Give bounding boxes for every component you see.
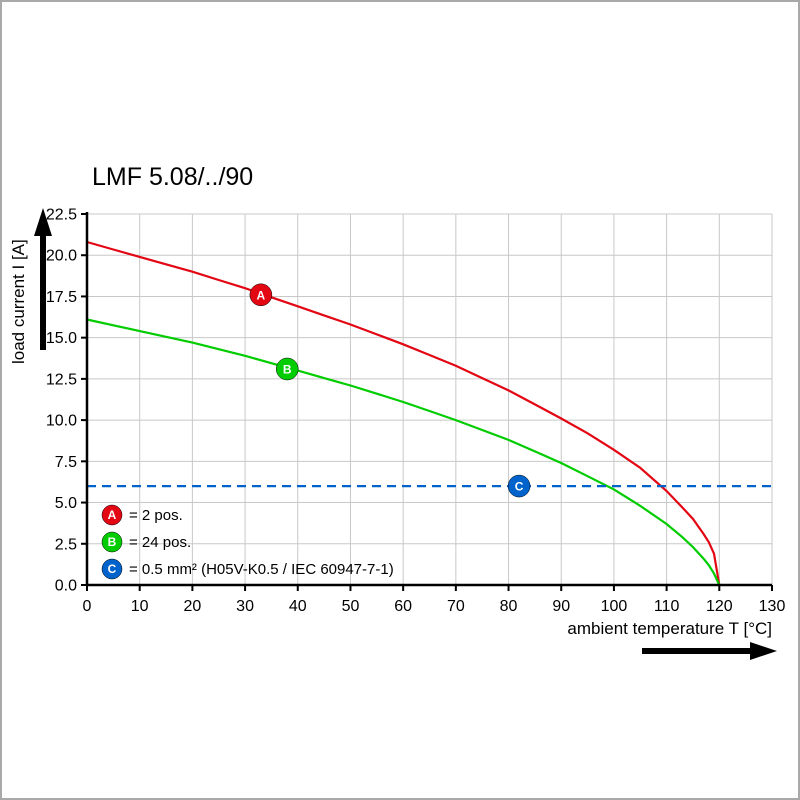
axes-layer xyxy=(85,212,772,587)
curve-A xyxy=(86,240,721,586)
legend-marker-letter-C: C xyxy=(108,562,117,576)
legend-label-C: = 0.5 mm² (H05V-K0.5 / IEC 60947-7-1) xyxy=(129,561,394,578)
legend-marker-B xyxy=(101,531,123,553)
marker-letter-C: C xyxy=(515,480,524,494)
x-tick-label: 120 xyxy=(706,598,733,615)
x-tick-label: 40 xyxy=(289,598,307,615)
y-tick-label: 22.5 xyxy=(46,207,77,224)
x-tick-label: 10 xyxy=(131,598,149,615)
y-tick-label: 20.0 xyxy=(46,248,77,265)
y-tick-label: 12.5 xyxy=(46,371,77,388)
marker-A: A xyxy=(249,283,273,307)
x-tick-label: 20 xyxy=(183,598,201,615)
x-tick-label: 30 xyxy=(236,598,254,615)
legend-marker-A xyxy=(101,504,123,526)
legend-label-A: = 2 pos. xyxy=(129,507,183,524)
x-tick-label: 60 xyxy=(394,598,412,615)
x-tick-label: 80 xyxy=(500,598,518,615)
y-tick-label: 2.5 xyxy=(55,536,77,553)
legend: A = 2 pos. B = 24 pos. C = 0.5 mm² (H05V-K0.5… xyxy=(101,504,394,580)
y-axis-arrow-icon xyxy=(34,208,52,350)
x-tick-label: 70 xyxy=(447,598,465,615)
legend-marker-C xyxy=(101,558,123,580)
y-tick-label: 15.0 xyxy=(46,330,77,347)
legend-marker-letter-B: B xyxy=(108,535,117,549)
legend-marker-letter-A: A xyxy=(108,508,117,522)
legend-item-C: C = 0.5 mm² (H05V-K0.5 / IEC 60947-7-1) xyxy=(101,558,394,580)
chart-title: LMF 5.08/../90 xyxy=(92,163,253,191)
marker-B: B xyxy=(275,357,299,381)
x-tick-label: 50 xyxy=(342,598,360,615)
markers-layer: A B C xyxy=(249,283,531,498)
x-tick-label: 90 xyxy=(552,598,570,615)
marker-circle-B xyxy=(275,357,299,381)
legend-item-B: B = 24 pos. xyxy=(101,531,191,553)
x-tick-label: 110 xyxy=(654,598,680,615)
y-tick-label: 10.0 xyxy=(46,413,77,430)
series-layer xyxy=(86,240,772,586)
y-tick-label: 0.0 xyxy=(55,578,77,595)
marker-letter-A: A xyxy=(257,288,266,302)
x-tick-label: 130 xyxy=(759,598,786,615)
x-axis-label: ambient temperature T [°C] xyxy=(567,619,772,638)
x-axis-arrow-icon xyxy=(642,642,777,660)
y-tick-label: 17.5 xyxy=(46,289,77,306)
ticks-layer: 0 10 20 30 40 50 60 70 80 90 100 110 120 130 0.0 2.5 5.0… xyxy=(46,207,786,616)
legend-item-A: A = 2 pos. xyxy=(101,504,183,526)
y-tick-label: 7.5 xyxy=(55,454,77,471)
marker-circle-C xyxy=(507,474,531,498)
x-tick-label: 0 xyxy=(83,598,92,615)
curve-B xyxy=(86,318,721,586)
y-axis-label: load current I [A] xyxy=(9,239,28,364)
y-tick-label: 5.0 xyxy=(55,495,77,512)
marker-circle-A xyxy=(249,283,273,307)
marker-letter-B: B xyxy=(283,362,292,376)
x-tick-label: 100 xyxy=(601,598,628,615)
marker-C: C xyxy=(507,474,531,498)
legend-label-B: = 24 pos. xyxy=(129,534,191,551)
grid-layer xyxy=(87,213,773,585)
